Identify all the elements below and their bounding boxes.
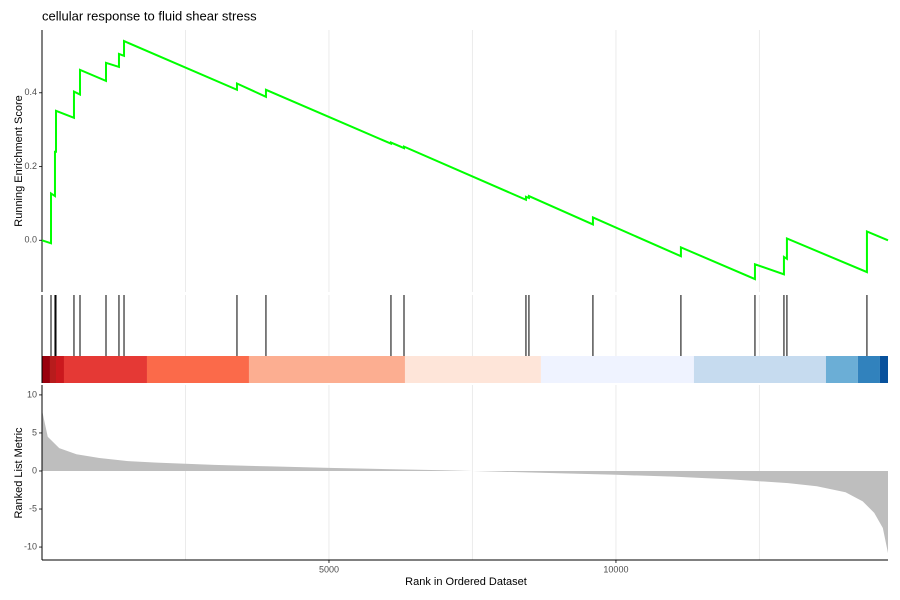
- y-axis-label: Ranked List Metric: [13, 427, 25, 519]
- y-tick-label: 0: [32, 465, 37, 475]
- y-tick-label: 10: [27, 389, 37, 399]
- y-axis-label: Running Enrichment Score: [13, 95, 25, 226]
- rank-band: [404, 356, 541, 383]
- rank-band: [693, 356, 826, 383]
- rank-band: [49, 356, 57, 383]
- rank-band: [248, 356, 405, 383]
- y-tick-label: 0.0: [24, 235, 37, 245]
- x-axis-label: Rank in Ordered Dataset: [405, 576, 527, 588]
- x-tick-label: 10000: [603, 564, 628, 574]
- x-tick-label: 5000: [319, 564, 339, 574]
- y-tick-label: 5: [32, 427, 37, 437]
- rank-band: [825, 356, 858, 383]
- rank-band: [63, 356, 147, 383]
- metric-area: [42, 410, 888, 554]
- rank-band: [879, 356, 888, 383]
- rank-band: [857, 356, 880, 383]
- y-tick-label: 0.4: [24, 87, 37, 97]
- rank-band: [42, 356, 50, 383]
- y-tick-label: -10: [24, 541, 37, 551]
- rank-band: [146, 356, 249, 383]
- running-es-line: [41, 39, 889, 281]
- rank-band: [56, 356, 64, 383]
- y-tick-label: 0.2: [24, 161, 37, 171]
- chart-title: cellular response to fluid shear stress: [42, 8, 257, 23]
- y-tick-label: -5: [29, 503, 37, 513]
- rank-band: [540, 356, 694, 383]
